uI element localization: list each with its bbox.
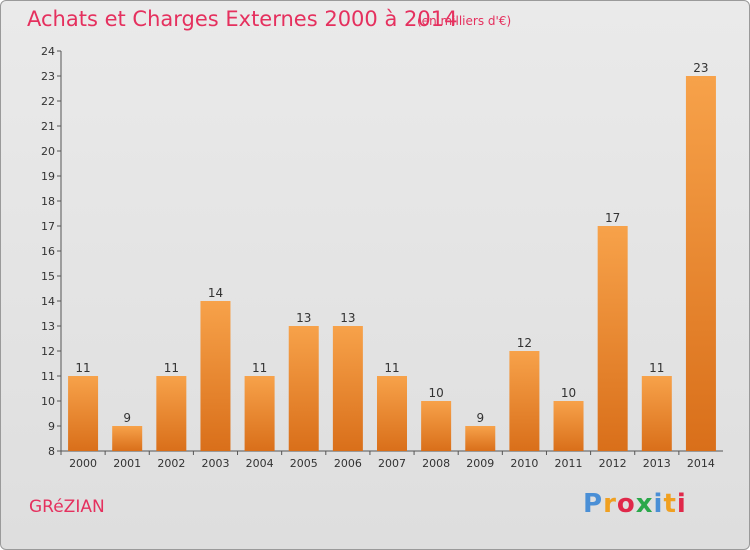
data-label: 10 bbox=[561, 386, 576, 400]
data-label: 13 bbox=[296, 311, 311, 325]
data-label: 14 bbox=[208, 286, 223, 300]
x-tick-label: 2002 bbox=[157, 457, 185, 470]
logo-letter: i bbox=[653, 489, 664, 519]
commune-name: GRéZIAN bbox=[29, 497, 105, 517]
logo-letter: P bbox=[583, 489, 604, 519]
y-tick-label: 13 bbox=[41, 320, 55, 333]
data-label: 11 bbox=[384, 361, 399, 375]
y-tick-label: 18 bbox=[41, 195, 55, 208]
chart-title: Achats et Charges Externes 2000 à 2014 bbox=[27, 7, 458, 31]
x-tick-label: 2007 bbox=[378, 457, 406, 470]
y-tick-label: 23 bbox=[41, 70, 55, 83]
x-tick-label: 2001 bbox=[113, 457, 141, 470]
x-tick-label: 2008 bbox=[422, 457, 450, 470]
y-tick-label: 22 bbox=[41, 95, 55, 108]
data-label: 9 bbox=[123, 411, 131, 425]
y-tick-label: 16 bbox=[41, 245, 55, 258]
x-tick-label: 2004 bbox=[246, 457, 274, 470]
bar bbox=[465, 426, 496, 451]
x-tick-label: 2006 bbox=[334, 457, 362, 470]
x-tick-label: 2000 bbox=[69, 457, 97, 470]
x-tick-label: 2012 bbox=[599, 457, 627, 470]
data-label: 11 bbox=[164, 361, 179, 375]
x-tick-label: 2013 bbox=[643, 457, 671, 470]
data-label: 11 bbox=[75, 361, 90, 375]
logo-letter: o bbox=[616, 489, 636, 519]
bar bbox=[553, 401, 584, 451]
data-label: 12 bbox=[517, 336, 532, 350]
bar bbox=[332, 326, 363, 451]
x-tick-label: 2010 bbox=[510, 457, 538, 470]
bar bbox=[156, 376, 187, 451]
y-tick-label: 10 bbox=[41, 395, 55, 408]
bar bbox=[288, 326, 319, 451]
bar bbox=[68, 376, 99, 451]
y-tick-label: 14 bbox=[41, 295, 55, 308]
bar bbox=[597, 226, 628, 451]
y-tick-label: 24 bbox=[41, 45, 55, 58]
y-tick-label: 9 bbox=[48, 420, 55, 433]
chart-unit: (en milliers d'€) bbox=[417, 14, 512, 28]
x-tick-label: 2005 bbox=[290, 457, 318, 470]
logo-letter: i bbox=[676, 489, 687, 519]
y-tick-label: 12 bbox=[41, 345, 55, 358]
y-tick-label: 15 bbox=[41, 270, 55, 283]
bar bbox=[509, 351, 540, 451]
x-tick-label: 2009 bbox=[466, 457, 494, 470]
data-label: 10 bbox=[428, 386, 443, 400]
logo-letter: x bbox=[635, 489, 654, 519]
bar bbox=[200, 301, 231, 451]
data-label: 11 bbox=[649, 361, 664, 375]
y-tick-label: 21 bbox=[41, 120, 55, 133]
data-label: 17 bbox=[605, 211, 620, 225]
x-tick-label: 2014 bbox=[687, 457, 715, 470]
bar bbox=[244, 376, 275, 451]
y-tick-label: 11 bbox=[41, 370, 55, 383]
data-label: 9 bbox=[476, 411, 484, 425]
logo-letter: t bbox=[663, 489, 677, 519]
y-tick-label: 19 bbox=[41, 170, 55, 183]
logo-letter: r bbox=[603, 489, 617, 519]
bar bbox=[641, 376, 672, 451]
y-tick-label: 8 bbox=[48, 445, 55, 458]
bar bbox=[685, 76, 716, 451]
y-tick-label: 20 bbox=[41, 145, 55, 158]
bar bbox=[112, 426, 143, 451]
bar bbox=[377, 376, 407, 451]
x-tick-label: 2003 bbox=[201, 457, 229, 470]
data-label: 11 bbox=[252, 361, 267, 375]
y-tick-label: 17 bbox=[41, 220, 55, 233]
data-label: 13 bbox=[340, 311, 355, 325]
proxiti-logo: Proxiti bbox=[583, 489, 687, 519]
data-label: 23 bbox=[693, 61, 708, 75]
bar bbox=[421, 401, 452, 451]
x-tick-label: 2011 bbox=[555, 457, 583, 470]
